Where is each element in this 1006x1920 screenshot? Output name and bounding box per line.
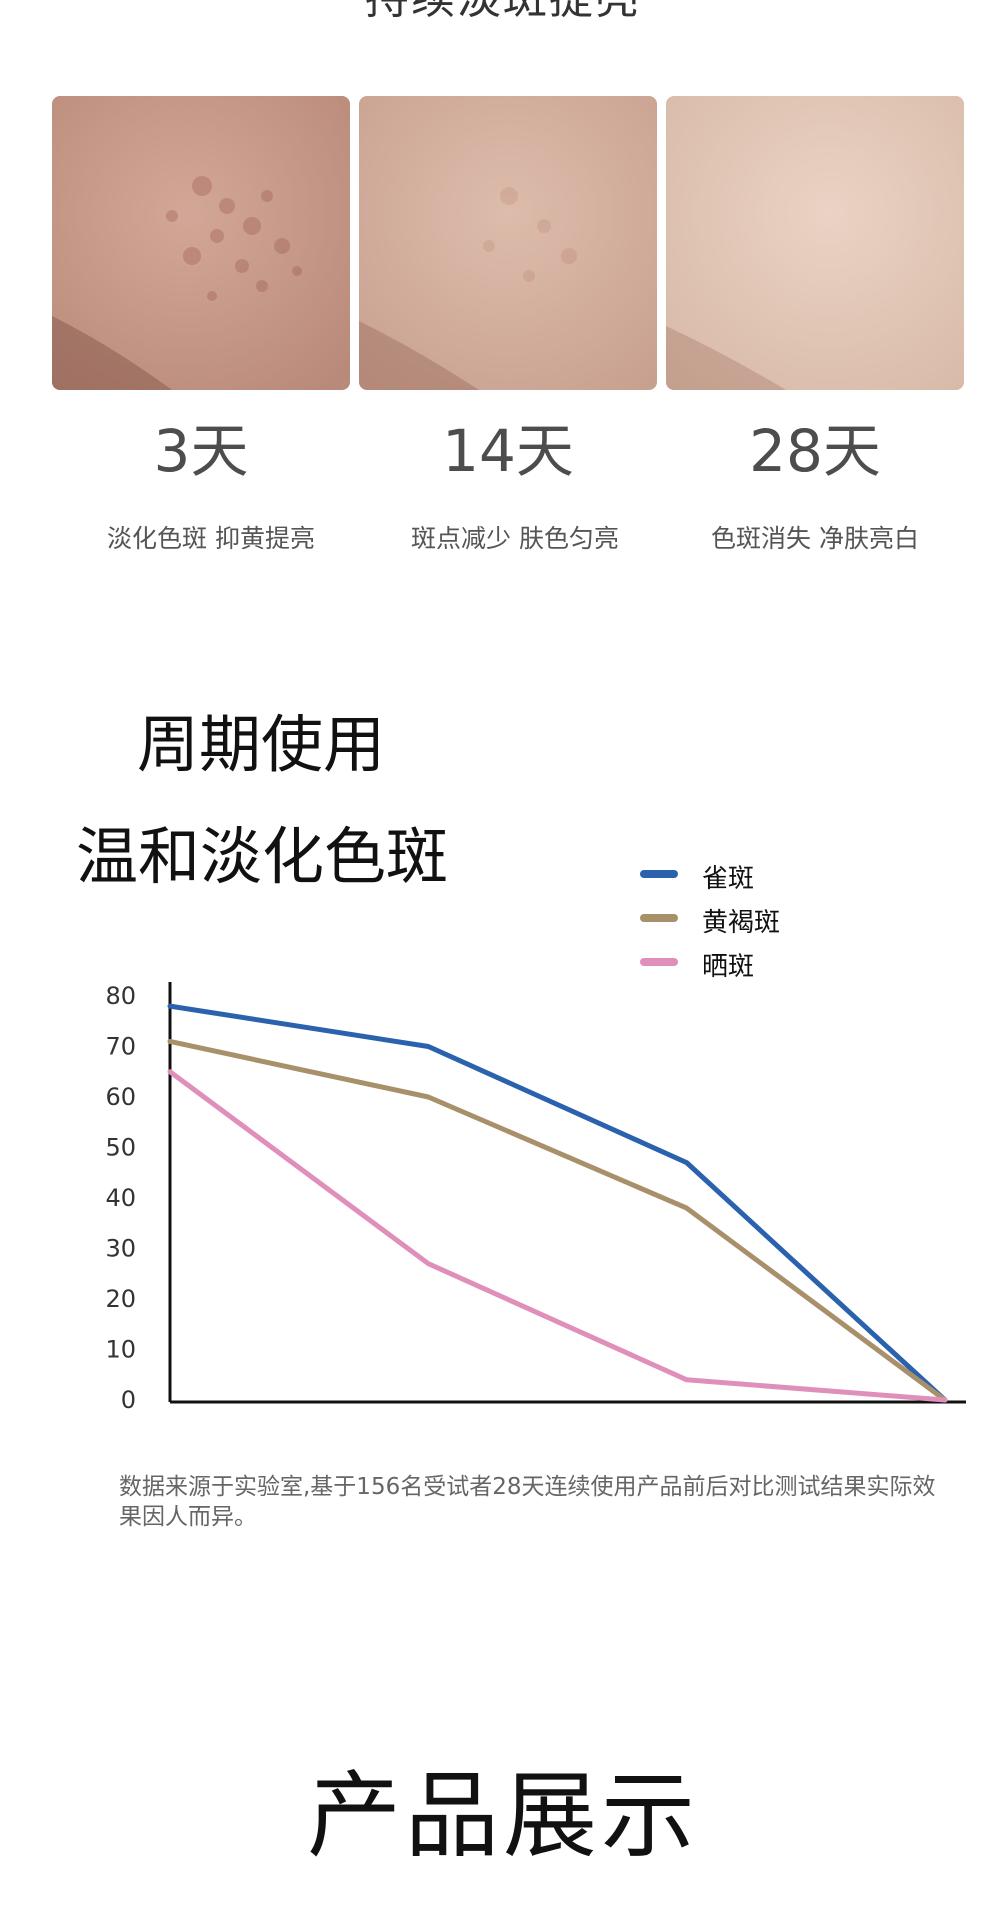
day-label-3: 3天	[153, 417, 249, 485]
product-showcase-heading: 产品展示	[306, 1762, 699, 1871]
skin-photo-day3	[52, 96, 350, 390]
legend-swatch-melasma	[640, 914, 678, 922]
section-title-line1: 周期使用	[137, 708, 386, 781]
y-tick-label: 10	[105, 1336, 136, 1364]
legend-swatch-freckle	[640, 870, 678, 878]
series-line-2	[167, 1069, 948, 1403]
y-tick-label: 50	[105, 1134, 136, 1162]
legend-item-freckle: 雀斑	[640, 858, 860, 894]
legend-item-melasma: 黄褐斑	[640, 902, 860, 938]
y-tick-labels: 80 70 60 50 40 30 20 10 0	[105, 982, 136, 1414]
skin-photo-day14	[359, 96, 657, 390]
caption-day14: 斑点减少 肤色匀亮	[411, 524, 619, 553]
day-label-14: 14天	[442, 417, 574, 485]
section-title-line2: 温和淡化色斑	[76, 820, 449, 893]
y-tick-label: 0	[121, 1386, 136, 1414]
y-tick-label: 60	[105, 1083, 136, 1111]
day-label-28: 28天	[749, 417, 881, 485]
legend-label-melasma: 黄褐斑	[702, 908, 781, 938]
y-tick-label: 30	[105, 1235, 136, 1263]
y-tick-label: 80	[105, 982, 136, 1010]
y-tick-label: 40	[105, 1184, 136, 1212]
line-chart: 80 70 60 50 40 30 20 10 0	[0, 960, 1006, 1420]
caption-day28: 色斑消失 净肤亮白	[711, 524, 919, 553]
chart-series	[167, 1003, 948, 1403]
caption-day3: 淡化色斑 抑黄提亮	[107, 524, 315, 553]
series-line-0	[167, 1003, 948, 1403]
legend-item-sunspot: 晒斑	[640, 946, 860, 982]
data-source-footnote: 数据来源于实验室,基于156名受试者28天连续使用产品前后对比测试结果实际效果因…	[119, 1474, 936, 1530]
line-chart-svg: 80 70 60 50 40 30 20 10 0	[105, 982, 966, 1414]
section-heading-top: 持续淡斑提亮	[0, 0, 1006, 26]
series-line-1	[167, 1038, 948, 1403]
skin-photo-day28	[666, 96, 964, 390]
before-after-photos	[52, 96, 964, 390]
y-tick-label: 20	[105, 1285, 136, 1313]
y-tick-label: 70	[105, 1033, 136, 1061]
legend-label-freckle: 雀斑	[702, 864, 755, 894]
legend-label-sunspot: 晒斑	[702, 952, 755, 982]
legend-swatch-sunspot	[640, 958, 678, 966]
